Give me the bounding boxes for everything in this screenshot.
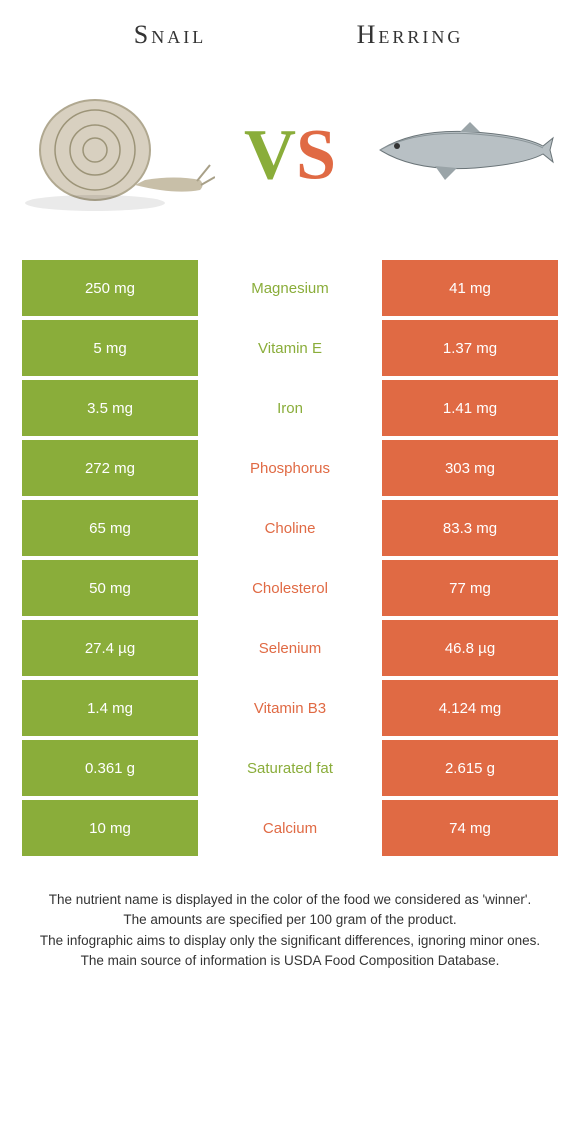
value-right: 83.3 mg — [382, 500, 558, 556]
value-right: 1.37 mg — [382, 320, 558, 376]
value-right: 74 mg — [382, 800, 558, 856]
nutrient-label: Calcium — [202, 800, 378, 856]
nutrient-label: Choline — [202, 500, 378, 556]
value-right: 4.124 mg — [382, 680, 558, 736]
nutrient-label: Selenium — [202, 620, 378, 676]
value-left: 1.4 mg — [22, 680, 198, 736]
nutrient-label: Cholesterol — [202, 560, 378, 616]
nutrient-label: Phosphorus — [202, 440, 378, 496]
nutrient-label: Magnesium — [202, 260, 378, 316]
value-left: 272 mg — [22, 440, 198, 496]
value-left: 27.4 µg — [22, 620, 198, 676]
table-row: 5 mgVitamin E1.37 mg — [22, 320, 558, 376]
value-right: 41 mg — [382, 260, 558, 316]
table-row: 50 mgCholesterol77 mg — [22, 560, 558, 616]
value-left: 10 mg — [22, 800, 198, 856]
vs-label: VS — [244, 114, 336, 197]
value-left: 3.5 mg — [22, 380, 198, 436]
table-row: 0.361 gSaturated fat2.615 g — [22, 740, 558, 796]
footer-notes: The nutrient name is displayed in the co… — [0, 860, 580, 971]
herring-image — [360, 80, 560, 220]
value-right: 46.8 µg — [382, 620, 558, 676]
footer-line-2: The amounts are specified per 100 gram o… — [25, 910, 555, 930]
value-right: 77 mg — [382, 560, 558, 616]
value-left: 5 mg — [22, 320, 198, 376]
nutrient-label: Vitamin B3 — [202, 680, 378, 736]
vs-v: V — [244, 115, 296, 195]
header: Snail Herring — [0, 0, 580, 60]
table-row: 65 mgCholine83.3 mg — [22, 500, 558, 556]
nutrient-label: Saturated fat — [202, 740, 378, 796]
table-row: 10 mgCalcium74 mg — [22, 800, 558, 856]
title-left: Snail — [50, 20, 290, 50]
value-left: 65 mg — [22, 500, 198, 556]
nutrient-label: Vitamin E — [202, 320, 378, 376]
value-right: 303 mg — [382, 440, 558, 496]
table-row: 1.4 mgVitamin B34.124 mg — [22, 680, 558, 736]
table-row: 272 mgPhosphorus303 mg — [22, 440, 558, 496]
nutrient-table: 250 mgMagnesium41 mg5 mgVitamin E1.37 mg… — [22, 260, 558, 856]
vs-s: S — [296, 115, 336, 195]
table-row: 250 mgMagnesium41 mg — [22, 260, 558, 316]
table-row: 3.5 mgIron1.41 mg — [22, 380, 558, 436]
value-right: 2.615 g — [382, 740, 558, 796]
footer-line-3: The infographic aims to display only the… — [25, 931, 555, 951]
table-row: 27.4 µgSelenium46.8 µg — [22, 620, 558, 676]
footer-line-1: The nutrient name is displayed in the co… — [25, 890, 555, 910]
images-row: VS — [0, 60, 580, 250]
value-left: 0.361 g — [22, 740, 198, 796]
value-left: 50 mg — [22, 560, 198, 616]
footer-line-4: The main source of information is USDA F… — [25, 951, 555, 971]
nutrient-label: Iron — [202, 380, 378, 436]
value-right: 1.41 mg — [382, 380, 558, 436]
title-right: Herring — [290, 20, 530, 50]
snail-image — [20, 80, 220, 220]
value-left: 250 mg — [22, 260, 198, 316]
